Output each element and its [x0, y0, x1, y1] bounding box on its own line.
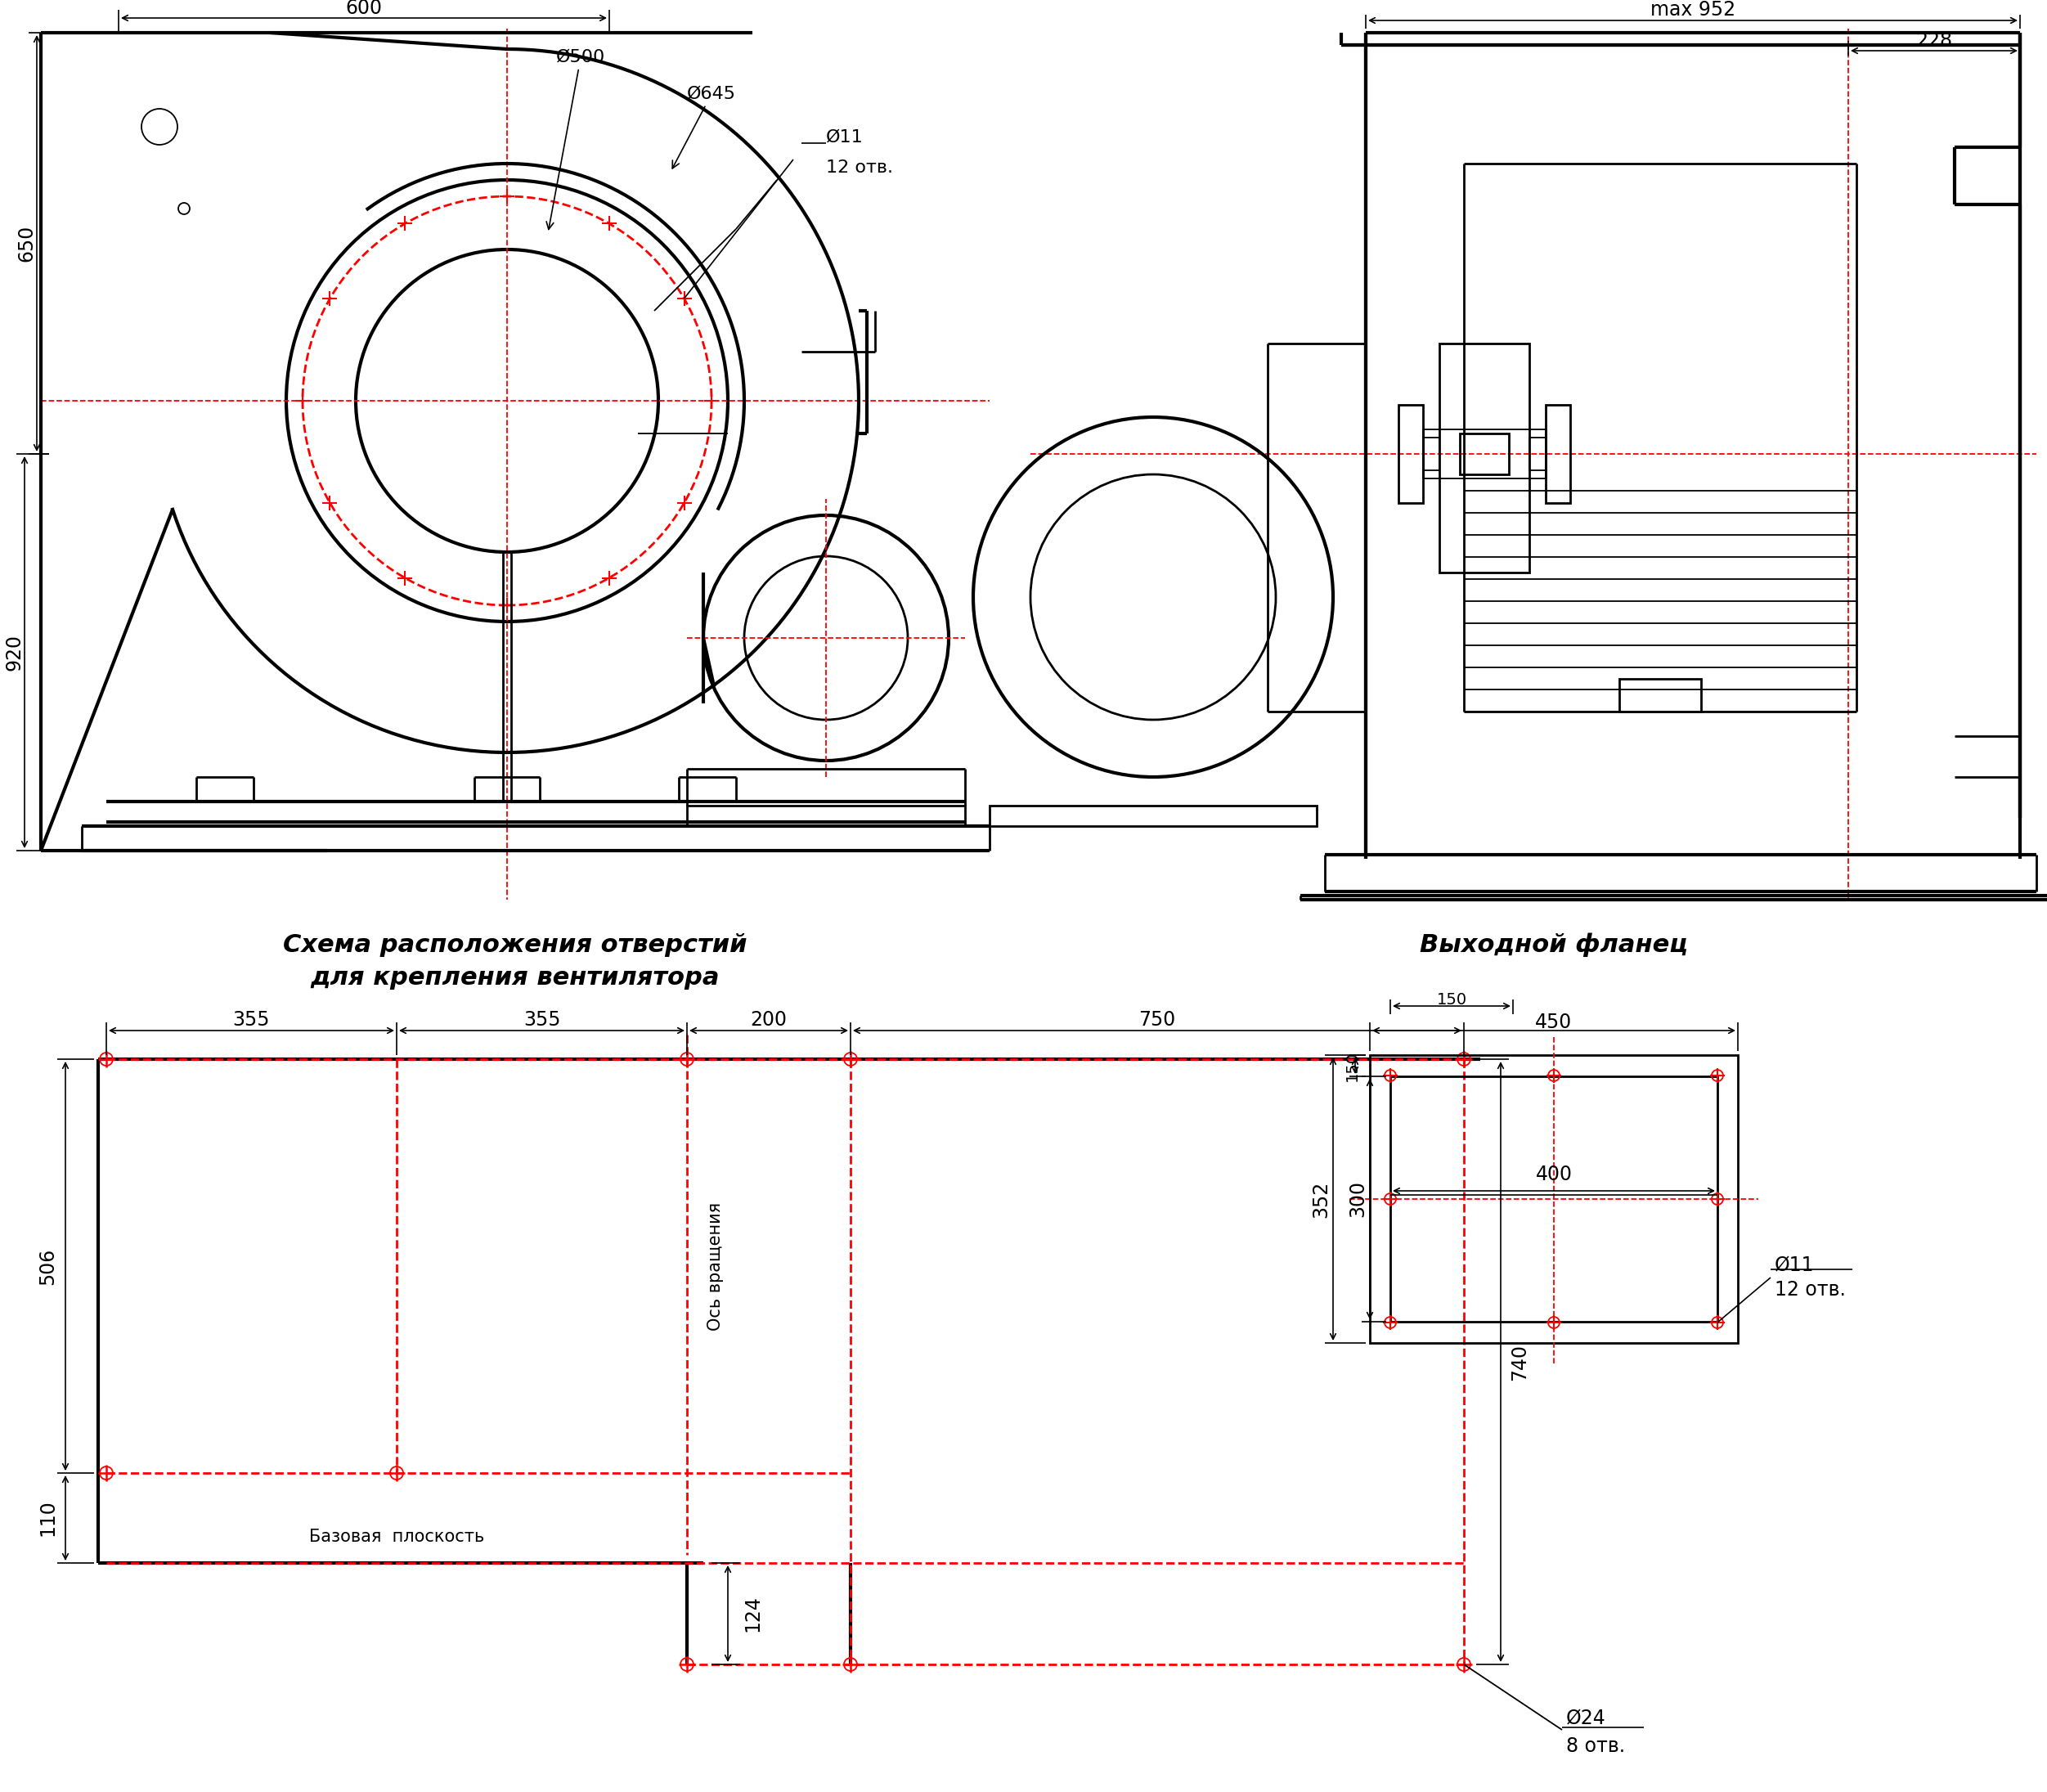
- Text: 8 отв.: 8 отв.: [1566, 1736, 1625, 1756]
- Bar: [688, 806, 964, 826]
- Text: 200: 200: [751, 1011, 788, 1030]
- Bar: [1545, 405, 1570, 504]
- Text: 150: 150: [1345, 1050, 1359, 1081]
- Bar: [1390, 1077, 1717, 1322]
- Text: Ø11: Ø11: [1775, 1256, 1814, 1276]
- Text: 228: 228: [1916, 30, 1953, 50]
- Bar: [1369, 1055, 1738, 1342]
- Text: Ø11: Ø11: [827, 129, 864, 145]
- Text: 150: 150: [1437, 991, 1468, 1007]
- Text: 920: 920: [4, 633, 25, 670]
- Text: 352: 352: [1310, 1181, 1331, 1217]
- Bar: [1460, 434, 1509, 475]
- Text: Базовая  плоскость: Базовая плоскость: [309, 1529, 485, 1545]
- Text: Ø500: Ø500: [547, 48, 606, 229]
- Text: max 952: max 952: [1650, 0, 1736, 20]
- Text: 400: 400: [1535, 1165, 1572, 1185]
- Bar: [989, 806, 1316, 826]
- Bar: [1423, 437, 1439, 470]
- Bar: [1619, 679, 1701, 711]
- Bar: [1398, 405, 1423, 504]
- Text: Схема расположения отверстий: Схема расположения отверстий: [282, 934, 747, 957]
- Text: 12 отв.: 12 отв.: [1775, 1279, 1846, 1299]
- Text: для крепления вентилятора: для крепления вентилятора: [311, 966, 721, 989]
- Text: 650: 650: [16, 224, 37, 262]
- Text: Ø24: Ø24: [1566, 1708, 1607, 1727]
- Text: Выходной фланец: Выходной фланец: [1421, 932, 1689, 957]
- Text: Ось вращения: Ось вращения: [708, 1202, 725, 1330]
- Bar: [1529, 437, 1545, 470]
- Text: 355: 355: [233, 1011, 270, 1030]
- Text: 450: 450: [1535, 1012, 1572, 1032]
- Text: 300: 300: [1347, 1181, 1367, 1217]
- Text: 124: 124: [743, 1595, 761, 1633]
- Text: Ø645: Ø645: [671, 86, 737, 168]
- Text: 750: 750: [1138, 1011, 1175, 1030]
- Text: 12 отв.: 12 отв.: [827, 159, 892, 176]
- Text: 600: 600: [346, 0, 383, 18]
- Text: 355: 355: [524, 1011, 561, 1030]
- Text: 506: 506: [37, 1247, 57, 1285]
- Text: 740: 740: [1511, 1344, 1529, 1380]
- Text: 110: 110: [37, 1500, 57, 1536]
- Bar: [1439, 344, 1529, 572]
